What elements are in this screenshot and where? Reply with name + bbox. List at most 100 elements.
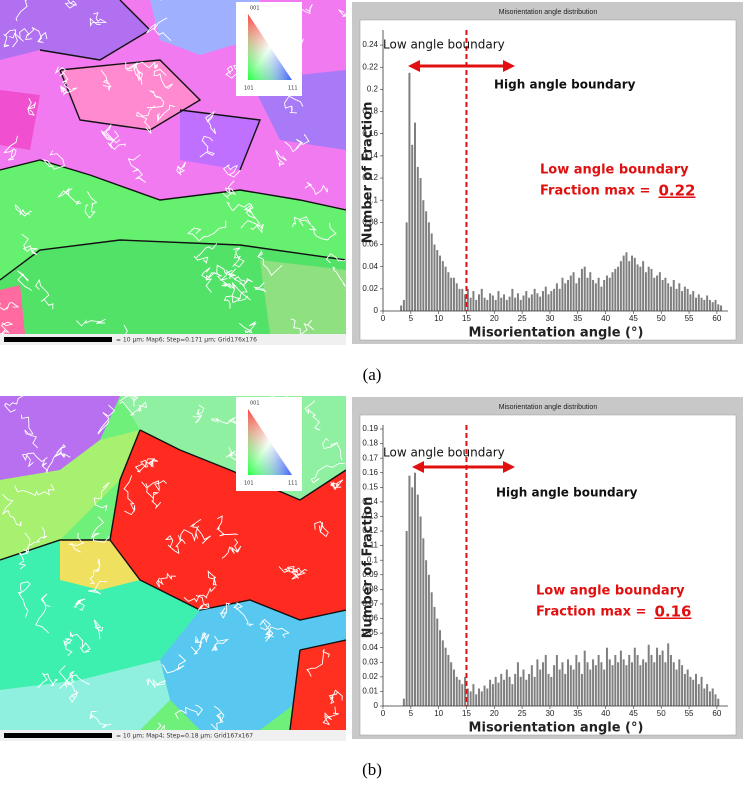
bar	[489, 680, 491, 706]
bar	[634, 648, 636, 706]
x-tick-label: 35	[573, 314, 582, 323]
bar	[575, 283, 577, 311]
x-tick-label: 25	[518, 314, 527, 323]
bar	[587, 662, 589, 706]
bar	[428, 575, 430, 706]
bar	[589, 272, 591, 311]
ipf-key: 001 101 111	[236, 2, 302, 96]
x-tick-label: 35	[573, 709, 582, 718]
bar	[561, 278, 563, 311]
bar	[678, 659, 680, 706]
x-tick-label: 5	[409, 314, 414, 323]
bar	[486, 300, 488, 311]
bar	[478, 689, 480, 706]
bar	[509, 297, 511, 311]
bar	[450, 662, 452, 706]
panel-caption: (a)	[363, 365, 382, 384]
bar	[709, 691, 711, 706]
bar	[553, 665, 555, 706]
bar	[561, 662, 563, 706]
annotation: Low angle boundary	[383, 38, 505, 52]
bar	[539, 297, 541, 311]
bar	[422, 200, 424, 311]
bar	[664, 662, 666, 706]
y-tick-label: 0.01	[362, 687, 378, 696]
ipf-label: 001	[250, 401, 260, 407]
x-tick-label: 40	[601, 314, 610, 323]
bar	[528, 298, 530, 311]
chart-title: Misorientation angle distribution	[499, 9, 598, 16]
scale-bar	[4, 733, 112, 738]
bar	[578, 278, 580, 311]
bar	[475, 694, 477, 706]
x-tick-label: 0	[381, 314, 386, 323]
bar	[406, 222, 408, 311]
bar	[567, 659, 569, 706]
bar	[681, 291, 683, 311]
y-tick-label: 0.18	[362, 439, 378, 448]
bar	[617, 662, 619, 706]
annotation: Low angle boundary	[383, 446, 505, 460]
bar	[714, 694, 716, 706]
y-tick-label: 0.24	[362, 40, 378, 49]
bar	[456, 677, 458, 706]
bar	[497, 683, 499, 706]
bar	[570, 276, 572, 311]
x-tick-label: 45	[629, 709, 638, 718]
bar	[548, 674, 550, 706]
bar	[676, 289, 678, 311]
map-caption: = 10 µm; Map6; Step=0.171 µm; Grid176x17…	[116, 337, 257, 344]
bar	[681, 665, 683, 706]
ipf-label: 001	[250, 6, 260, 12]
bar	[609, 659, 611, 706]
bar	[698, 684, 700, 706]
x-axis-label: Misorientation angle (°)	[469, 721, 644, 736]
bar	[564, 283, 566, 311]
bar	[628, 655, 630, 706]
y-tick-label: 0.02	[362, 672, 378, 681]
bar	[695, 674, 697, 706]
bar	[595, 283, 597, 311]
bar	[445, 648, 447, 706]
bar	[698, 294, 700, 311]
bar	[584, 267, 586, 311]
bar	[584, 651, 586, 706]
bar	[617, 267, 619, 311]
y-tick-label: 0.04	[362, 643, 378, 652]
ipf-label: 101	[244, 86, 254, 92]
bar	[453, 670, 455, 706]
bar	[587, 278, 589, 311]
bar	[689, 677, 691, 706]
bar	[592, 280, 594, 311]
y-tick-label: 0.19	[362, 424, 378, 433]
bar	[484, 686, 486, 706]
bar	[517, 662, 519, 706]
bar	[431, 592, 433, 706]
bar	[614, 655, 616, 706]
bar	[645, 272, 647, 311]
bar	[609, 278, 611, 311]
bar	[492, 684, 494, 706]
bar	[453, 278, 455, 311]
bar	[614, 269, 616, 311]
y-axis-label: Number of Fraction	[361, 102, 376, 244]
bar	[689, 294, 691, 311]
bar	[439, 256, 441, 311]
bar	[509, 677, 511, 706]
bar	[642, 261, 644, 311]
bar	[662, 651, 664, 706]
bar	[717, 304, 719, 311]
x-tick-label: 40	[601, 709, 610, 718]
bar	[659, 272, 661, 311]
bar	[581, 269, 583, 311]
bar	[648, 645, 650, 706]
x-tick-label: 60	[712, 709, 721, 718]
bar	[598, 655, 600, 706]
bar	[673, 280, 675, 311]
bar	[542, 291, 544, 311]
bar	[676, 670, 678, 706]
bar	[642, 659, 644, 706]
x-axis-label: Misorientation angle (°)	[469, 326, 644, 341]
bar	[403, 699, 405, 706]
bar	[570, 665, 572, 706]
